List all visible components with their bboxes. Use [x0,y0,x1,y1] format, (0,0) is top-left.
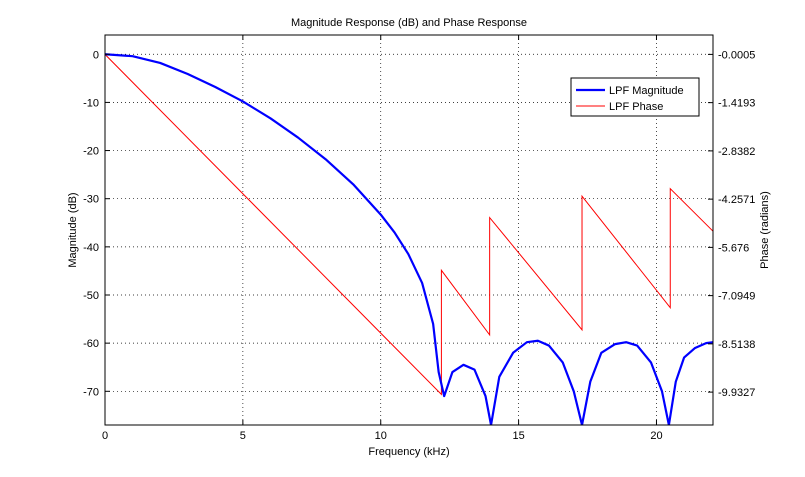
chart-title: Magnitude Response (dB) and Phase Respon… [291,17,527,29]
y-right-tick-label: -2.8382 [718,146,755,158]
x-tick-label: 5 [240,430,246,442]
y-right-tick-label: -0.0005 [718,49,755,61]
x-tick-label: 0 [102,430,108,442]
y-right-tick-label: -1.4193 [718,98,755,110]
series-line-lpf-phase [105,54,713,396]
y-left-tick-label: 0 [93,49,99,61]
legend-label-lpf-magnitude: LPF Magnitude [609,85,684,97]
y-left-tick-label: -70 [83,386,99,398]
y-right-tick-label: -8.5138 [718,339,755,351]
y-left-tick-label: -30 [83,194,99,206]
x-axis-label: Frequency (kHz) [368,446,449,458]
legend-box [570,77,700,117]
x-tick-label: 10 [375,430,387,442]
legend: LPF Magnitude LPF Phase [570,77,700,117]
y-left-tick-label: -10 [83,97,99,109]
plot-area [105,53,713,425]
y-left-tick-label: -50 [83,290,99,302]
x-tick-label: 20 [650,430,662,442]
y-axis-right-label: Phase (radians) [759,191,771,269]
y-left-tick-label: -40 [83,242,99,254]
y-axis-left-label: Magnitude (dB) [67,192,79,267]
legend-label-lpf-phase: LPF Phase [609,101,663,113]
y-right-tick-label: -4.2571 [718,194,755,206]
y-axis-left: 0 -10 -20 -30 -40 -50 -60 -70 [83,49,110,398]
x-axis: 0 5 10 15 20 [102,35,663,442]
y-right-tick-label: -9.9327 [718,387,755,399]
y-axis-right: -0.0005 -1.4193 -2.8382 -4.2571 -5.676 -7.094… [708,49,755,399]
y-right-tick-label: -5.676 [718,242,749,254]
plot-frame [104,34,714,426]
x-tick-label: 15 [512,430,524,442]
y-right-tick-label: -7.0949 [718,291,755,303]
y-left-tick-label: -60 [83,338,99,350]
y-left-tick-label: -20 [83,146,99,158]
series-line-lpf-magnitude [105,53,713,425]
